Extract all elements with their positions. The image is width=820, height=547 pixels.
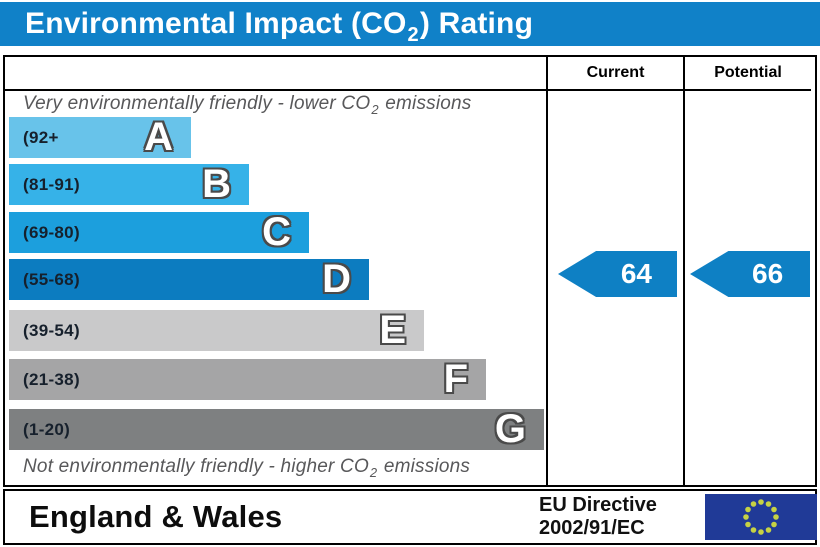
caption-bottom: Not environmentally friendly - higher CO… bbox=[23, 456, 471, 480]
band-bar-c: (69-80) C bbox=[9, 212, 309, 253]
caption-top: Very environmentally friendly - lower CO… bbox=[23, 93, 472, 117]
band-bar-e: (39-54) E bbox=[9, 310, 424, 351]
eu-flag-icon bbox=[705, 494, 817, 540]
band-bar-f: (21-38) F bbox=[9, 359, 486, 400]
band-range-g: (1-20) bbox=[23, 419, 71, 439]
band-letter-e: E bbox=[379, 308, 406, 352]
band-bar-g: (1-20) G bbox=[9, 409, 544, 450]
chart-title-bar: Environmental Impact (CO2) Rating bbox=[0, 2, 820, 46]
eu-flag-stars bbox=[743, 499, 779, 535]
band-bar-d: (55-68) D bbox=[9, 259, 369, 300]
band-row-d: (55-68) D bbox=[9, 259, 369, 300]
band-bar-a: (92+ A bbox=[9, 117, 191, 158]
current-column-header: Current bbox=[548, 57, 683, 91]
band-letter-b: B bbox=[202, 162, 231, 206]
band-row-e: (39-54) E bbox=[9, 310, 424, 351]
band-range-f: (21-38) bbox=[23, 369, 80, 389]
band-row-g: (1-20) G bbox=[9, 409, 544, 450]
band-letter-g: G bbox=[494, 407, 526, 451]
current-rating-arrow: 64 bbox=[558, 251, 677, 297]
current-column: Current 64 bbox=[546, 57, 683, 485]
band-row-f: (21-38) F bbox=[9, 359, 486, 400]
potential-rating-value: 66 bbox=[752, 258, 784, 289]
band-letter-f: F bbox=[443, 357, 468, 401]
potential-column: Potential 66 bbox=[683, 57, 811, 485]
band-range-a: (92+ bbox=[23, 127, 59, 147]
chart-title: Environmental Impact (CO2) Rating bbox=[25, 7, 534, 46]
band-row-b: (81-91) B bbox=[9, 164, 249, 205]
band-bar-b: (81-91) B bbox=[9, 164, 249, 205]
band-letter-d: D bbox=[322, 257, 351, 301]
rating-table: Very environmentally friendly - lower CO… bbox=[3, 55, 817, 487]
band-row-c: (69-80) C bbox=[9, 212, 309, 253]
footer-bar: England & Wales EU Directive 2002/91/EC bbox=[3, 489, 817, 545]
potential-column-header: Potential bbox=[685, 57, 811, 91]
title-co2-subscript: 2 bbox=[407, 24, 419, 46]
bands-panel: Very environmentally friendly - lower CO… bbox=[5, 57, 546, 485]
eu-directive-label: EU Directive 2002/91/EC bbox=[539, 494, 657, 539]
band-range-b: (81-91) bbox=[23, 174, 80, 194]
band-range-d: (55-68) bbox=[23, 269, 80, 289]
band-range-e: (39-54) bbox=[23, 320, 80, 340]
bands-header-cell bbox=[5, 57, 546, 91]
current-rating-value: 64 bbox=[620, 258, 652, 289]
band-letter-a: A bbox=[144, 115, 173, 159]
region-label: England & Wales bbox=[29, 499, 283, 534]
potential-rating-arrow: 66 bbox=[690, 251, 810, 297]
band-row-a: (92+ A bbox=[9, 117, 191, 158]
band-letter-c: C bbox=[262, 210, 291, 254]
band-range-c: (69-80) bbox=[23, 222, 80, 242]
